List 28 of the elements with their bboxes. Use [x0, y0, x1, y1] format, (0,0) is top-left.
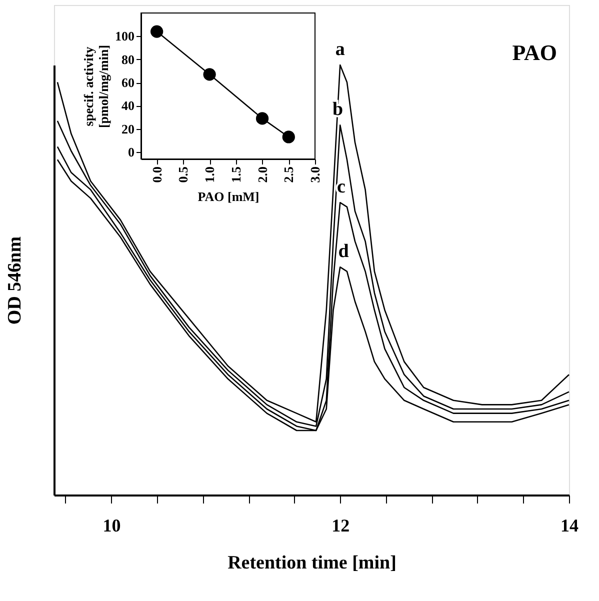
x-tick-label: 12 — [332, 516, 350, 536]
y-axis-title: specif. activity [pmol/mg/min] — [81, 44, 111, 128]
y-tick-label: 60 — [122, 75, 134, 90]
y-tick-label: 100 — [115, 28, 134, 44]
x-tick-label: 1.0 — [202, 166, 218, 183]
annotation: c — [337, 176, 346, 198]
y-tick-label: 0 — [128, 144, 134, 160]
point — [150, 25, 164, 38]
x-tick-label: 2.0 — [254, 166, 270, 183]
x-tick-label: 0.5 — [176, 166, 191, 183]
y-tick-label: 20 — [122, 121, 134, 136]
x-tick-label: 1.5 — [228, 166, 244, 183]
y-axis-title: OD 546nm — [4, 236, 26, 325]
annotation: a — [335, 39, 346, 60]
x-tick-label: 2.5 — [281, 166, 296, 183]
annotation: d — [338, 241, 350, 262]
point — [203, 68, 216, 81]
point — [256, 112, 269, 125]
x-tick-label: 0.0 — [149, 166, 164, 183]
point — [282, 130, 295, 144]
x-axis-title: PAO [mM] — [198, 188, 260, 204]
y-tick-label: 80 — [122, 52, 134, 67]
x-axis-title: Retention time [min] — [228, 552, 396, 574]
y-tick-label: 40 — [122, 98, 134, 114]
x-tick-label: 10 — [102, 516, 121, 536]
annotation: PAO — [512, 40, 557, 65]
x-tick-label: 14 — [560, 516, 578, 536]
x-tick-label: 3.0 — [308, 166, 322, 183]
